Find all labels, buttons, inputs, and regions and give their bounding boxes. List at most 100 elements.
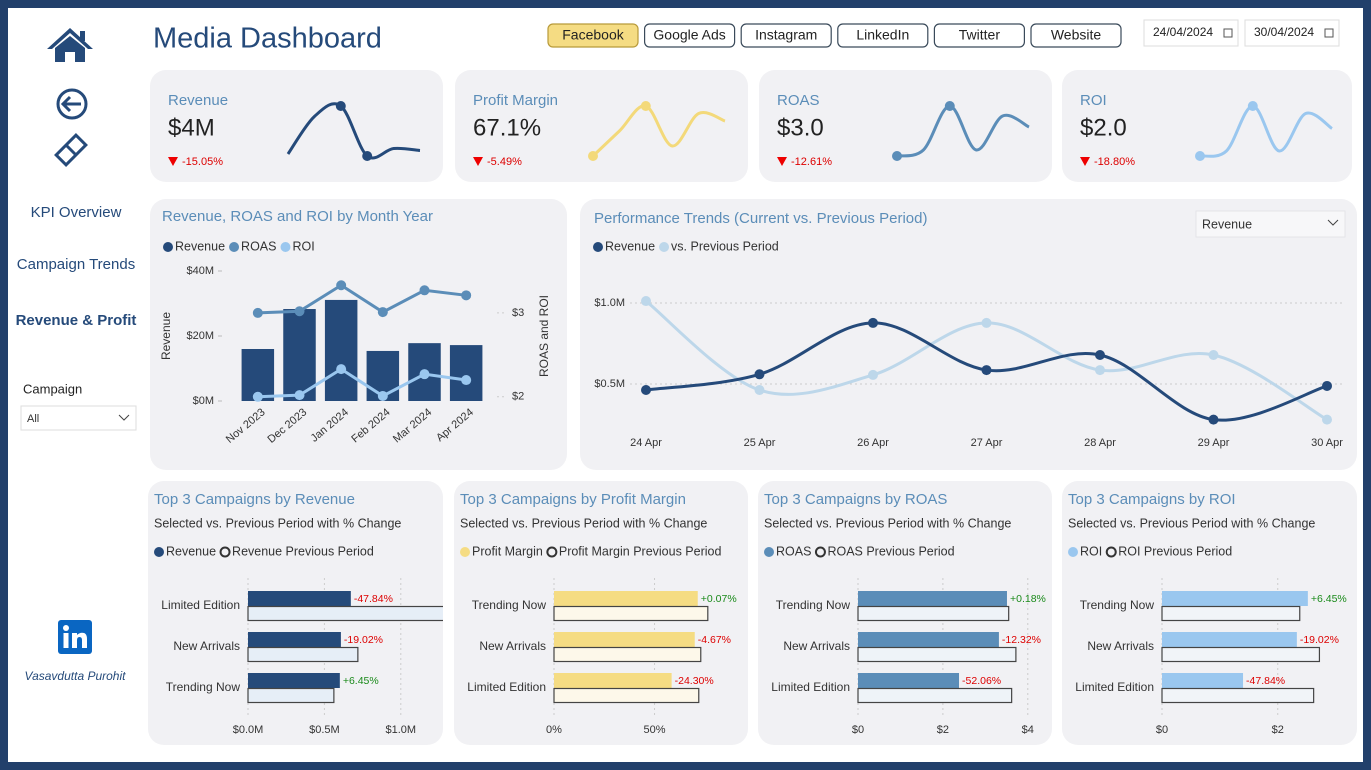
- legend-label: ROAS Previous Period: [827, 544, 954, 558]
- legend-label: ROAS: [776, 544, 811, 558]
- point: [1322, 414, 1332, 425]
- kpi-label: ROAS: [777, 92, 820, 109]
- change-label: -47.84%: [354, 593, 393, 605]
- category-label: New Arrivals: [479, 639, 546, 653]
- category-label: New Arrivals: [173, 639, 240, 653]
- sparkline-marker: [588, 151, 598, 161]
- linkedin-icon[interactable]: [58, 620, 92, 654]
- dropdown-box: [20, 405, 137, 431]
- filter-label: Campaign: [23, 381, 82, 396]
- channel-button[interactable]: LinkedIn: [837, 23, 929, 48]
- channel-button[interactable]: Google Ads: [643, 23, 736, 48]
- date-picker[interactable]: 24/04/2024: [1143, 19, 1239, 47]
- date-box: [1244, 19, 1340, 47]
- change-label: -19.02%: [1300, 634, 1339, 646]
- x-tick-label: 26 Apr: [857, 437, 889, 449]
- point: [419, 369, 430, 380]
- chart-subtitle: Selected vs. Previous Period with % Chan…: [154, 516, 401, 530]
- line: [257, 367, 467, 399]
- legend-label: ROI: [1080, 544, 1102, 558]
- home-icon[interactable]: [47, 28, 93, 62]
- channel-button[interactable]: Twitter: [933, 23, 1026, 48]
- sparkline-marker: [335, 101, 346, 111]
- sparkline-marker: [892, 151, 902, 161]
- legend-swatch: [163, 242, 173, 252]
- button-label: Twitter: [959, 27, 1001, 43]
- button-label: Facebook: [562, 27, 624, 43]
- back-icon[interactable]: [56, 88, 88, 120]
- date-picker[interactable]: 30/04/2024: [1244, 19, 1340, 47]
- legend-label: Revenue Previous Period: [232, 544, 374, 558]
- dropdown-value: All: [27, 413, 39, 425]
- nav-item[interactable]: Revenue & Profit: [16, 312, 137, 329]
- change-indicator: [1080, 157, 1090, 166]
- calendar-icon: [1324, 28, 1334, 38]
- point: [1095, 350, 1105, 361]
- metric-selector[interactable]: Revenue: [1195, 210, 1346, 238]
- bar: [248, 632, 341, 647]
- channel-button[interactable]: Facebook: [547, 23, 639, 48]
- chart-title: Top 3 Campaigns by ROAS: [764, 491, 947, 508]
- bars: [247, 591, 443, 704]
- bar: [858, 591, 1007, 606]
- point: [981, 365, 992, 376]
- point: [754, 369, 765, 380]
- x-tick-label: 28 Apr: [1084, 437, 1116, 449]
- category-label: Limited Edition: [161, 598, 240, 612]
- channel-button[interactable]: Website: [1030, 23, 1122, 48]
- clear-icon[interactable]: [54, 133, 88, 167]
- kpi-card: [455, 70, 748, 182]
- kpi-card: [1062, 70, 1352, 182]
- x-tick-label: $0.5M: [309, 724, 340, 736]
- y-axis-title: Revenue: [159, 312, 173, 360]
- x-tick-label: $0.0M: [233, 724, 264, 736]
- bar-previous: [247, 605, 443, 622]
- point: [336, 280, 347, 291]
- category-label: Trending Now: [776, 598, 851, 612]
- legend-swatch: [764, 547, 774, 557]
- channel-button[interactable]: Instagram: [740, 23, 832, 48]
- point: [419, 285, 430, 296]
- sparkline-marker: [640, 101, 651, 111]
- nav-item[interactable]: Campaign Trends: [17, 256, 135, 273]
- x-tick-label: $1.0M: [386, 724, 417, 736]
- y-tick-label: $0.5M: [594, 378, 625, 390]
- bar: [554, 591, 698, 606]
- bar-previous: [857, 605, 1010, 622]
- nav-item[interactable]: KPI Overview: [31, 204, 122, 221]
- button-bg: [837, 23, 929, 48]
- selector-value: Revenue: [1202, 217, 1252, 231]
- button-label: Website: [1051, 27, 1102, 43]
- chart-subtitle: Selected vs. Previous Period with % Chan…: [1068, 516, 1315, 530]
- chart-title: Performance Trends (Current vs. Previous…: [594, 210, 927, 227]
- change-label: +6.45%: [1311, 593, 1347, 605]
- x-tick-label: $2: [1272, 724, 1284, 736]
- category-label: Limited Edition: [467, 680, 546, 694]
- category-label: Trending Now: [472, 598, 547, 612]
- sparkline: [896, 104, 1030, 158]
- point: [336, 364, 347, 375]
- x-tick-label: $0: [1156, 724, 1168, 736]
- category-label: Trending Now: [166, 680, 241, 694]
- button-label: Instagram: [755, 27, 817, 43]
- legend-swatch: [460, 547, 470, 557]
- category-label: New Arrivals: [783, 639, 850, 653]
- y-tick-label: $0M: [193, 395, 214, 407]
- bar-previous: [1161, 646, 1321, 663]
- sparkline: [1199, 104, 1333, 158]
- bar-previous: [1161, 687, 1315, 704]
- chart-title: Top 3 Campaigns by ROI: [1068, 491, 1236, 508]
- bar: [858, 632, 999, 647]
- kpi-change: -15.05%: [182, 156, 223, 168]
- legend-swatch: [814, 546, 826, 558]
- chart-title: Revenue, ROAS and ROI by Month Year: [162, 208, 433, 225]
- change-label: -4.67%: [698, 634, 731, 646]
- change-label: -24.30%: [675, 675, 714, 687]
- point: [754, 384, 765, 395]
- sparkline-marker: [944, 101, 955, 111]
- button-label: LinkedIn: [856, 27, 909, 43]
- y-tick-label: $1.0M: [594, 297, 625, 309]
- date-value: 30/04/2024: [1254, 25, 1314, 39]
- filter-dropdown[interactable]: All: [20, 405, 137, 431]
